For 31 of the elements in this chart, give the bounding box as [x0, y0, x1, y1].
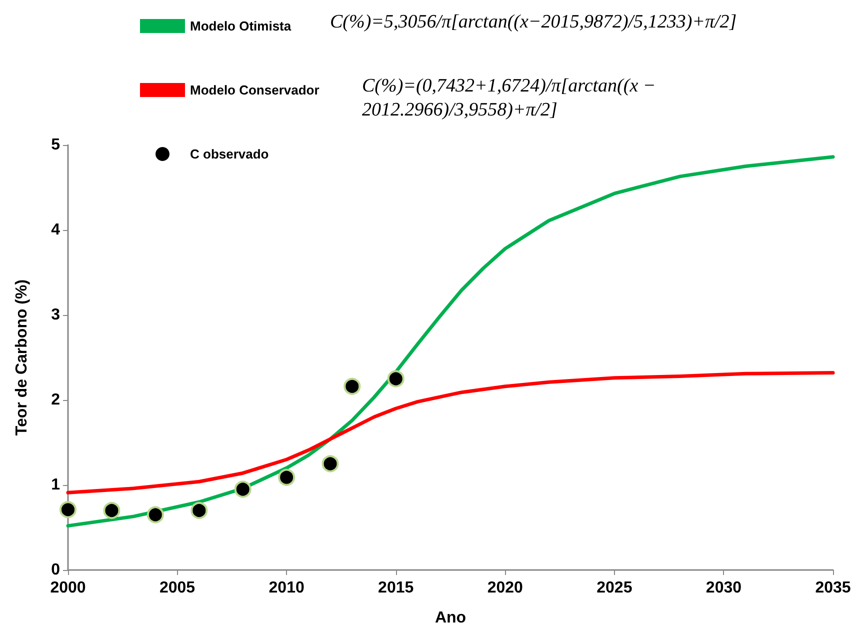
- point: [278, 468, 296, 486]
- y-tick-label: 4: [51, 222, 60, 238]
- x-tick-label: 2035: [815, 580, 851, 596]
- x-axis-title: Ano: [434, 610, 466, 626]
- point: [60, 501, 76, 518]
- point: [103, 502, 120, 519]
- line-series: [66, 371, 835, 494]
- point: [234, 480, 252, 498]
- y-tick-label: 3: [51, 306, 60, 324]
- point: [322, 455, 339, 472]
- y-tick-label: 5: [51, 136, 60, 154]
- y-tick-label: 1: [51, 476, 60, 494]
- text: C(%)=(0,7432+1,6724)/π[arctan((x −2012.2966)/3,9558)+π/2]: [362, 76, 656, 120]
- x-tick-label: 2030: [706, 580, 742, 596]
- legend-label: Modelo Otimista: [190, 18, 292, 34]
- y-axis-title: Teor de Carbono (%): [14, 279, 30, 436]
- y-tick-label: 0: [51, 562, 60, 578]
- x-tick-label: 2005: [159, 580, 196, 596]
- x-tick-label: 2015: [378, 580, 414, 596]
- point: [387, 370, 404, 388]
- text: C(%)=5,3056/π[arctan((x−2015,9872)/5,1233)+π/2]: [330, 12, 737, 32]
- x-tick-label: 2020: [487, 580, 524, 596]
- x-tick-label: 2010: [268, 580, 304, 596]
- x-tick-label: 2000: [50, 580, 86, 596]
- point: [190, 502, 208, 519]
- y-tick-label: 2: [51, 392, 60, 408]
- point: [146, 506, 164, 524]
- point: [344, 378, 361, 395]
- x-tick-label: 2025: [596, 580, 632, 596]
- legend-label: Modelo Conservador: [190, 82, 320, 98]
- legend-label: C observado: [190, 146, 269, 162]
